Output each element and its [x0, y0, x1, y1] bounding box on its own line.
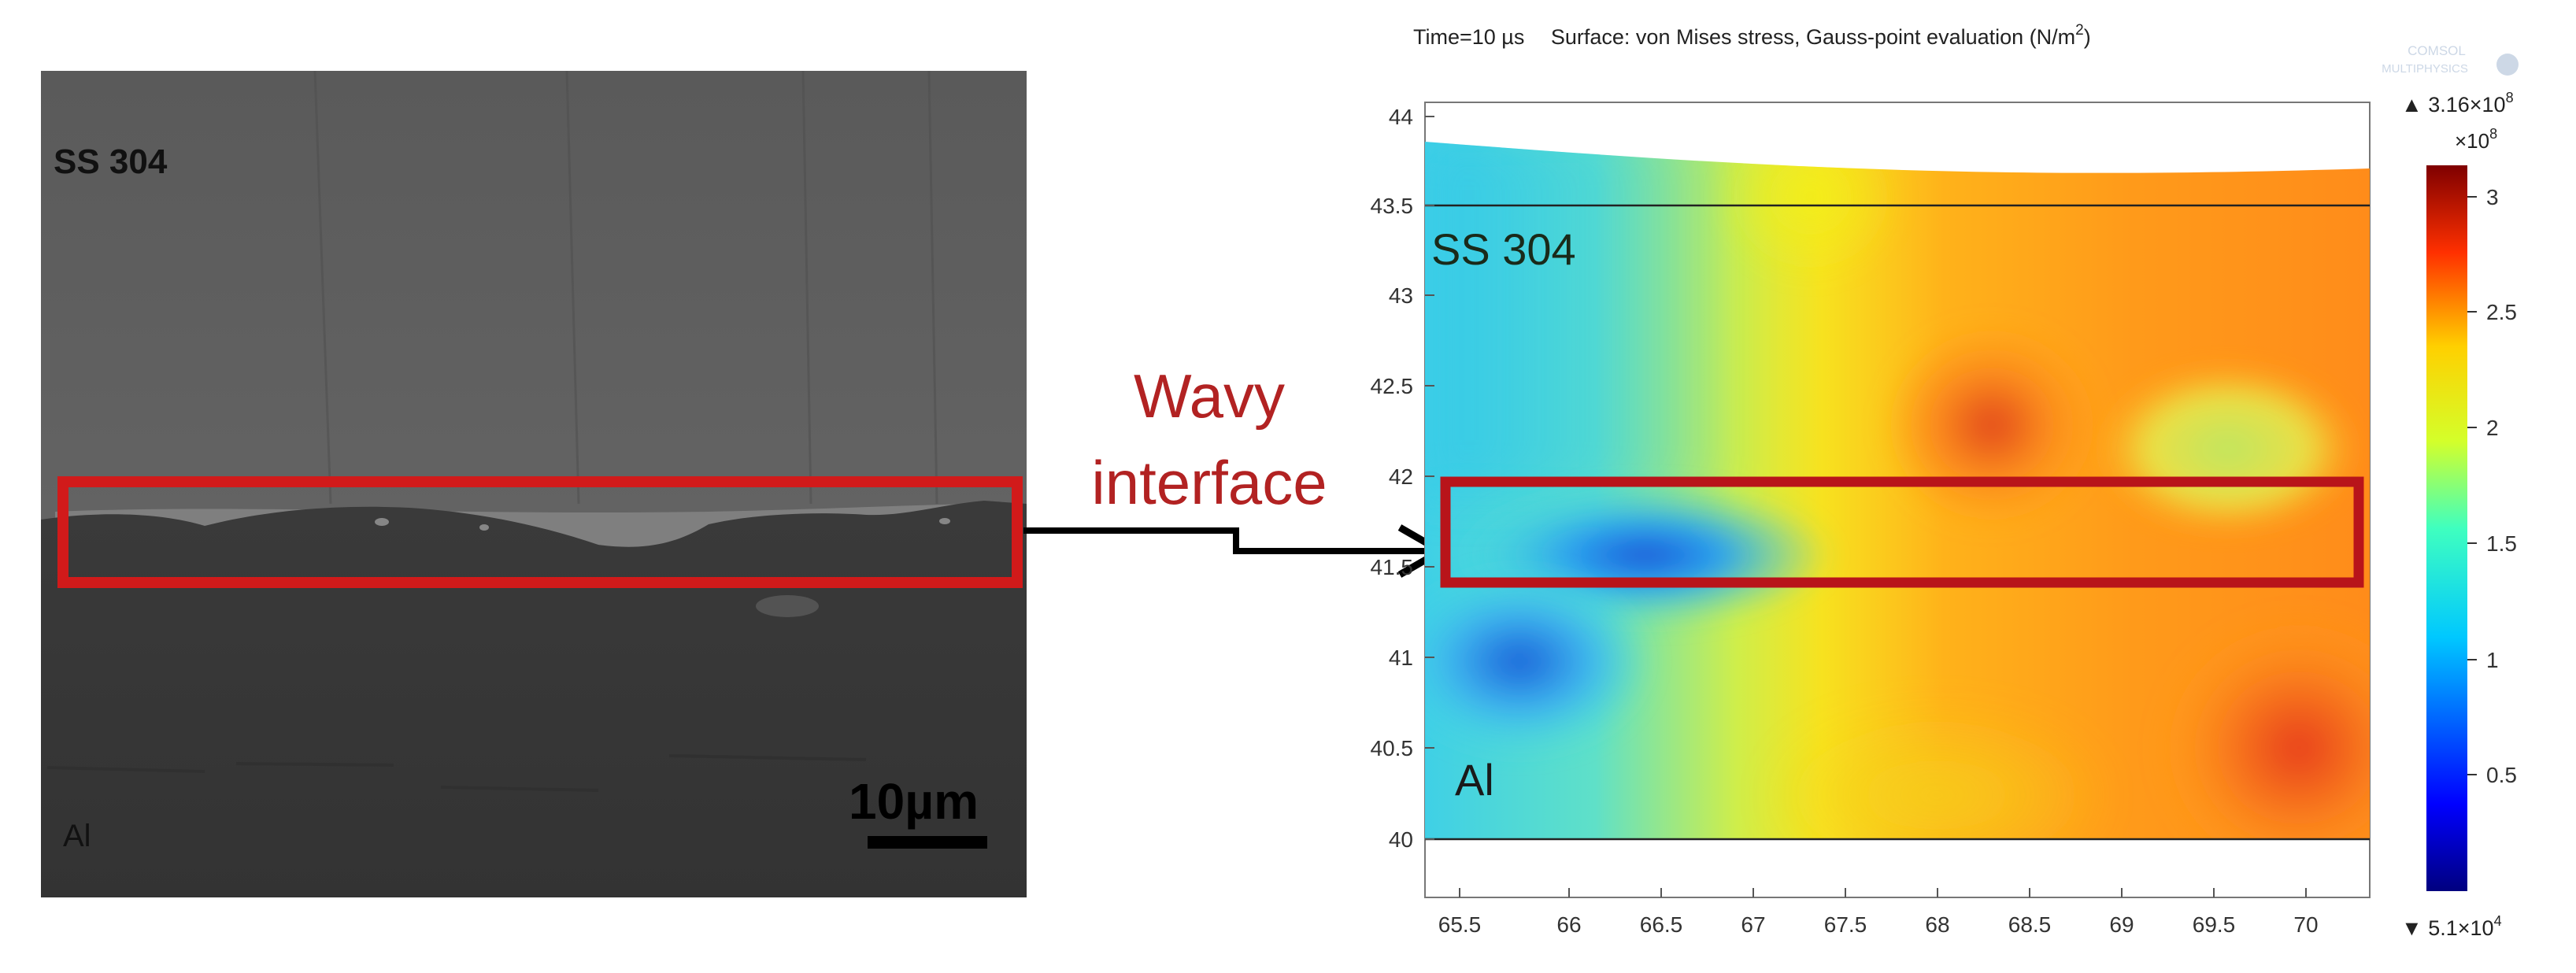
comsol-logo: COMSOL MULTIPHYSICS — [2382, 43, 2519, 76]
y-tick: 40.5 — [1371, 736, 1434, 760]
x-tick-label: 67.5 — [1824, 912, 1867, 937]
colorbar-tick-label: 3 — [2486, 185, 2499, 209]
colorbar-tick-label: 1.5 — [2486, 531, 2517, 556]
y-tick-label: 42.5 — [1371, 374, 1414, 398]
y-tick-label: 44 — [1389, 105, 1413, 129]
y-tick: 43.5 — [1371, 194, 1434, 218]
y-tick: 42.5 — [1371, 374, 1434, 398]
y-tick: 42 — [1389, 464, 1434, 489]
colorbar-tick-label: 2 — [2486, 416, 2499, 440]
y-tick-label: 43 — [1389, 283, 1413, 308]
x-tick-label: 69.5 — [2193, 912, 2236, 937]
colorbar-tick-label: 1 — [2486, 648, 2499, 672]
x-tick: 67 — [1741, 888, 1766, 937]
y-axis: 44 43.5 43 42.5 42 41.5 41 40.5 40 — [1371, 105, 1434, 852]
colorbar-tick: 3 — [2467, 185, 2499, 209]
colorbar-multiplier: ×108 — [2455, 126, 2497, 153]
x-tick: 65.5 — [1438, 888, 1482, 937]
stress-plot: Time=10 µs Surface: von Mises stress, Ga… — [1371, 22, 2519, 940]
colorbar-ticks: 3 2.5 2 1.5 1 0.5 — [2467, 185, 2517, 787]
sem-streaks — [313, 70, 938, 505]
x-tick: 69 — [2109, 888, 2134, 937]
sem-al-texture — [46, 754, 867, 792]
plot-title-sup: 2 — [2075, 22, 2084, 39]
plot-title: Time=10 µs Surface: von Mises stress, Ga… — [1413, 22, 2091, 49]
y-tick-label: 43.5 — [1371, 194, 1414, 218]
y-tick-label: 42 — [1389, 464, 1413, 489]
sem-highlight-box — [57, 476, 1023, 588]
x-axis: 65.5 66 66.5 67 67.5 68 68.5 69 69.5 70 — [1438, 888, 2319, 937]
plot-title-time: Time=10 µs — [1413, 25, 1524, 49]
x-tick-label: 65.5 — [1438, 912, 1482, 937]
y-tick: 43 — [1389, 283, 1434, 308]
x-tick-label: 68.5 — [2008, 912, 2052, 937]
x-tick: 70 — [2293, 888, 2319, 937]
x-tick: 67.5 — [1824, 888, 1867, 937]
x-tick: 66 — [1556, 888, 1582, 937]
y-tick: 41.5 — [1371, 555, 1434, 579]
annotation-line1: Wavy — [1134, 361, 1285, 431]
sem-label-bottom: Al — [63, 819, 91, 853]
x-tick: 66.5 — [1640, 888, 1683, 937]
svg-text:COMSOL: COMSOL — [2408, 43, 2466, 58]
colorbar-tick: 0.5 — [2467, 763, 2517, 787]
plot-label-bottom: Al — [1455, 755, 1494, 805]
y-tick: 44 — [1389, 105, 1434, 129]
plot-title-surface: Surface: von Mises stress, Gauss-point e… — [1551, 25, 2075, 49]
colorbar-tick: 1 — [2467, 648, 2499, 672]
x-tick: 68 — [1925, 888, 1950, 937]
colorbar-tick: 2.5 — [2467, 300, 2517, 324]
y-tick-label: 40.5 — [1371, 736, 1414, 760]
colorbar-max-label: ▲ 3.16×108 — [2401, 90, 2514, 117]
plot-highlight-box — [1440, 476, 2364, 588]
x-tick-label: 70 — [2293, 912, 2318, 937]
scale-bar — [868, 836, 987, 849]
x-tick-label: 67 — [1741, 912, 1765, 937]
x-tick-label: 66 — [1556, 912, 1581, 937]
scale-bar-label: 10µm — [849, 773, 979, 830]
sem-micrograph: SS 304 Al 10µm — [41, 70, 1027, 897]
y-tick-label: 41.5 — [1371, 555, 1414, 579]
y-tick-label: 40 — [1389, 827, 1413, 852]
colorbar-tick: 1.5 — [2467, 531, 2517, 556]
x-tick-label: 66.5 — [1640, 912, 1683, 937]
y-tick: 41 — [1389, 646, 1434, 670]
y-tick-label: 41 — [1389, 646, 1413, 670]
colorbar-tick-label: 0.5 — [2486, 763, 2517, 787]
x-tick-label: 69 — [2109, 912, 2134, 937]
colorbar: ▲ 3.16×108 ×108 3 2.5 2 1.5 1 0.5 ▼ 5.1×… — [2401, 90, 2517, 940]
colorbar-min-label: ▼ 5.1×104 — [2401, 913, 2502, 940]
svg-text:MULTIPHYSICS: MULTIPHYSICS — [2382, 62, 2468, 76]
x-tick: 68.5 — [2008, 888, 2052, 937]
x-tick: 69.5 — [2193, 888, 2236, 937]
plot-label-top: SS 304 — [1431, 224, 1576, 274]
x-tick-label: 68 — [1925, 912, 1949, 937]
colorbar-tick: 2 — [2467, 416, 2499, 440]
colorbar-tick-label: 2.5 — [2486, 300, 2517, 324]
sem-particles — [375, 518, 950, 617]
plot-title-end: ) — [2084, 25, 2091, 49]
y-tick: 40 — [1389, 827, 1434, 852]
annotation-line2: interface — [1091, 448, 1327, 517]
sem-label-top: SS 304 — [54, 142, 168, 181]
colorbar-gradient — [2426, 165, 2467, 891]
